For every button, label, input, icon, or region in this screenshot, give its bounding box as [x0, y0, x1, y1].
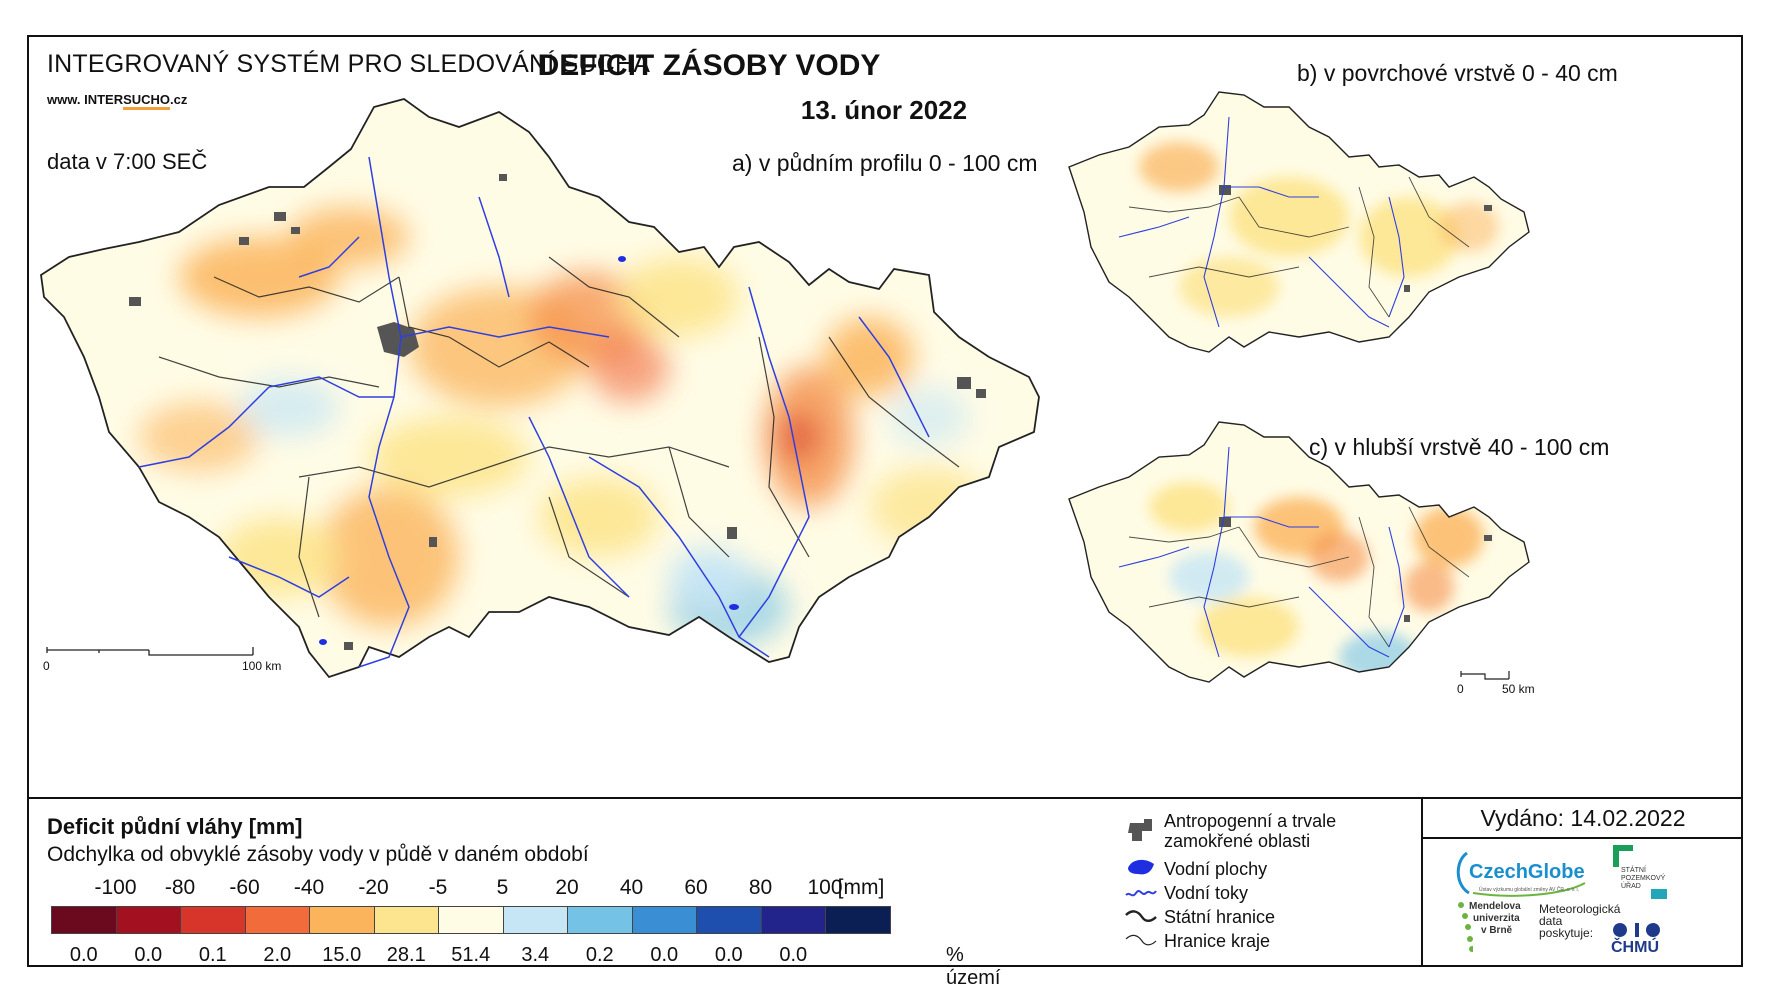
panel-b-title: b) v povrchové vrstvě 0 - 40 cm: [1297, 60, 1618, 86]
water-body-icon: [1128, 859, 1154, 875]
legend-tick-label: -100: [94, 876, 137, 899]
panel-c-title: c) v hlubší vrstvě 40 - 100 cm: [1309, 434, 1610, 460]
percent-unit: % území: [946, 944, 1001, 989]
legend-color-box: [51, 906, 117, 934]
legend-tick-label: -60: [229, 876, 260, 899]
panel-a-title: a) v půdním profilu 0 - 100 cm: [732, 150, 1038, 176]
www-prefix: www. INTER: [47, 92, 124, 107]
legend-color-box: [502, 906, 568, 934]
legend-tick-label: -40: [293, 876, 325, 899]
legend-percent-value: 28.1: [386, 944, 426, 966]
map-frame: INTEGROVANÝ SYSTÉM PRO SLEDOVÁNÍ SUCHA w…: [27, 35, 1743, 989]
map-panel: INTEGROVANÝ SYSTÉM PRO SLEDOVÁNÍ SUCHA w…: [29, 37, 1741, 799]
legend-panel: Deficit půdní vláhy [mm] Odchylka od obv…: [29, 799, 1743, 989]
mendel-text: Mendelova univerzita v Brně: [1469, 901, 1521, 936]
small-scale-bar: [1460, 671, 1510, 680]
chmu-symbol-icon: [1613, 922, 1660, 937]
legend-color-box: [567, 906, 633, 934]
legend-percent-value: 51.4: [451, 944, 491, 966]
czechglobe-text: CzechGlobe: [1469, 861, 1585, 883]
legend-percent-value: 0.0: [779, 944, 808, 966]
legend-percent-value: 0.0: [650, 944, 679, 966]
spu-text: STÁTNÍ POZEMKOVÝ ÚŘAD: [1621, 867, 1666, 890]
legend-region-border-label: Hranice kraje: [1164, 931, 1271, 951]
legend-title: Deficit půdní vláhy [mm]: [47, 814, 303, 839]
legend-color-box: [825, 906, 891, 934]
issued-date: Vydáno: 14.02.2022: [1423, 799, 1743, 839]
state-border-icon: [1125, 910, 1157, 922]
legend-subtitle: Odchylka od obvyklé zásoby vody v půdě v…: [47, 843, 589, 866]
spu-mark-icon: [1613, 845, 1633, 867]
spu-logo: STÁTNÍ POZEMKOVÝ ÚŘAD: [1613, 845, 1667, 899]
legend-color-box: [180, 906, 246, 934]
legend-tick-label: -20: [358, 876, 389, 899]
legend-tick-label: -5: [428, 876, 448, 899]
legend-color-box: [760, 906, 826, 934]
main-scale-start: 0: [43, 659, 50, 673]
river-icon: [1125, 890, 1157, 897]
chmu-text: ČHMÚ: [1611, 939, 1659, 956]
czechglobe-swoosh-icon: [1456, 851, 1586, 897]
legend-unit: [mm]: [837, 876, 885, 899]
urban-area-icon: [1128, 819, 1152, 841]
legend-color-box: [309, 906, 375, 934]
legend-tick-label: 100: [807, 876, 843, 899]
legend-percent-value: 0.0: [69, 944, 98, 966]
legend-percent-value: 0.2: [585, 944, 614, 966]
small-scale-end: 50 km: [1502, 682, 1535, 696]
system-title: INTEGROVANÝ SYSTÉM PRO SLEDOVÁNÍ SUCHA: [47, 50, 651, 78]
color-scale-boxes: [51, 906, 891, 934]
legend-tick-label: 60: [684, 876, 708, 899]
mendel-dots-icon: [1458, 902, 1475, 952]
region-border-icon: [1125, 934, 1157, 946]
legend-color-box: [631, 906, 697, 934]
legend-tick-label: 80: [748, 876, 773, 899]
legend-percent-value: 0.0: [714, 944, 743, 966]
map-canvas: [40, 91, 1530, 683]
mendel-logo: Mendelova univerzita v Brně: [1457, 901, 1521, 958]
main-map: [40, 98, 1040, 678]
legend-state-border-label: Státní hranice: [1164, 907, 1276, 927]
legend-urban-label: Antropogenní a trvale zamokřené oblasti: [1164, 811, 1337, 851]
issued-box: Vydáno: 14.02.2022 CzechGlobe Ústav výzk…: [1421, 799, 1743, 965]
small-scale-start: 0: [1457, 682, 1464, 696]
legend-percent-value: 15.0: [322, 944, 362, 966]
spu-blue-mark-icon: [1651, 889, 1667, 899]
legend-color-box: [244, 906, 310, 934]
data-time: data v 7:00 SEČ: [47, 149, 208, 174]
legend-tick-label: 20: [555, 876, 579, 899]
legend-percent-value: 3.4: [521, 944, 550, 966]
legend-tick-label: 40: [619, 876, 644, 899]
legend-water-bodies-label: Vodní plochy: [1164, 859, 1268, 879]
legend-percent-value: 0.1: [198, 944, 227, 966]
www-suffix: .cz: [170, 92, 188, 107]
legend-tick-label: -80: [164, 876, 196, 899]
meteo-text: Meteorologická data poskytuje:: [1539, 902, 1621, 940]
legend-percent-value: 0.0: [134, 944, 163, 966]
legend-color-box: [373, 906, 439, 934]
main-scale-end: 100 km: [242, 659, 282, 673]
website-url[interactable]: www. INTERSUCHO.cz: [47, 92, 188, 110]
main-scale-bar: [46, 647, 254, 656]
czechglobe-subtext: Ústav výzkumu globální změny AV ČR, v. v…: [1479, 887, 1580, 893]
czechglobe-logo: CzechGlobe Ústav výzkumu globální změny …: [1453, 847, 1593, 904]
www-highlight: SUCHO: [123, 92, 171, 110]
legend-color-box: [438, 906, 504, 934]
legend-rivers-label: Vodní toky: [1164, 883, 1249, 903]
legend-percent-value: 2.0: [263, 944, 292, 966]
map-b: [1068, 91, 1530, 353]
legend-tick-label: 5: [496, 876, 509, 899]
legend-color-box: [696, 906, 762, 934]
legend-color-box: [115, 906, 181, 934]
